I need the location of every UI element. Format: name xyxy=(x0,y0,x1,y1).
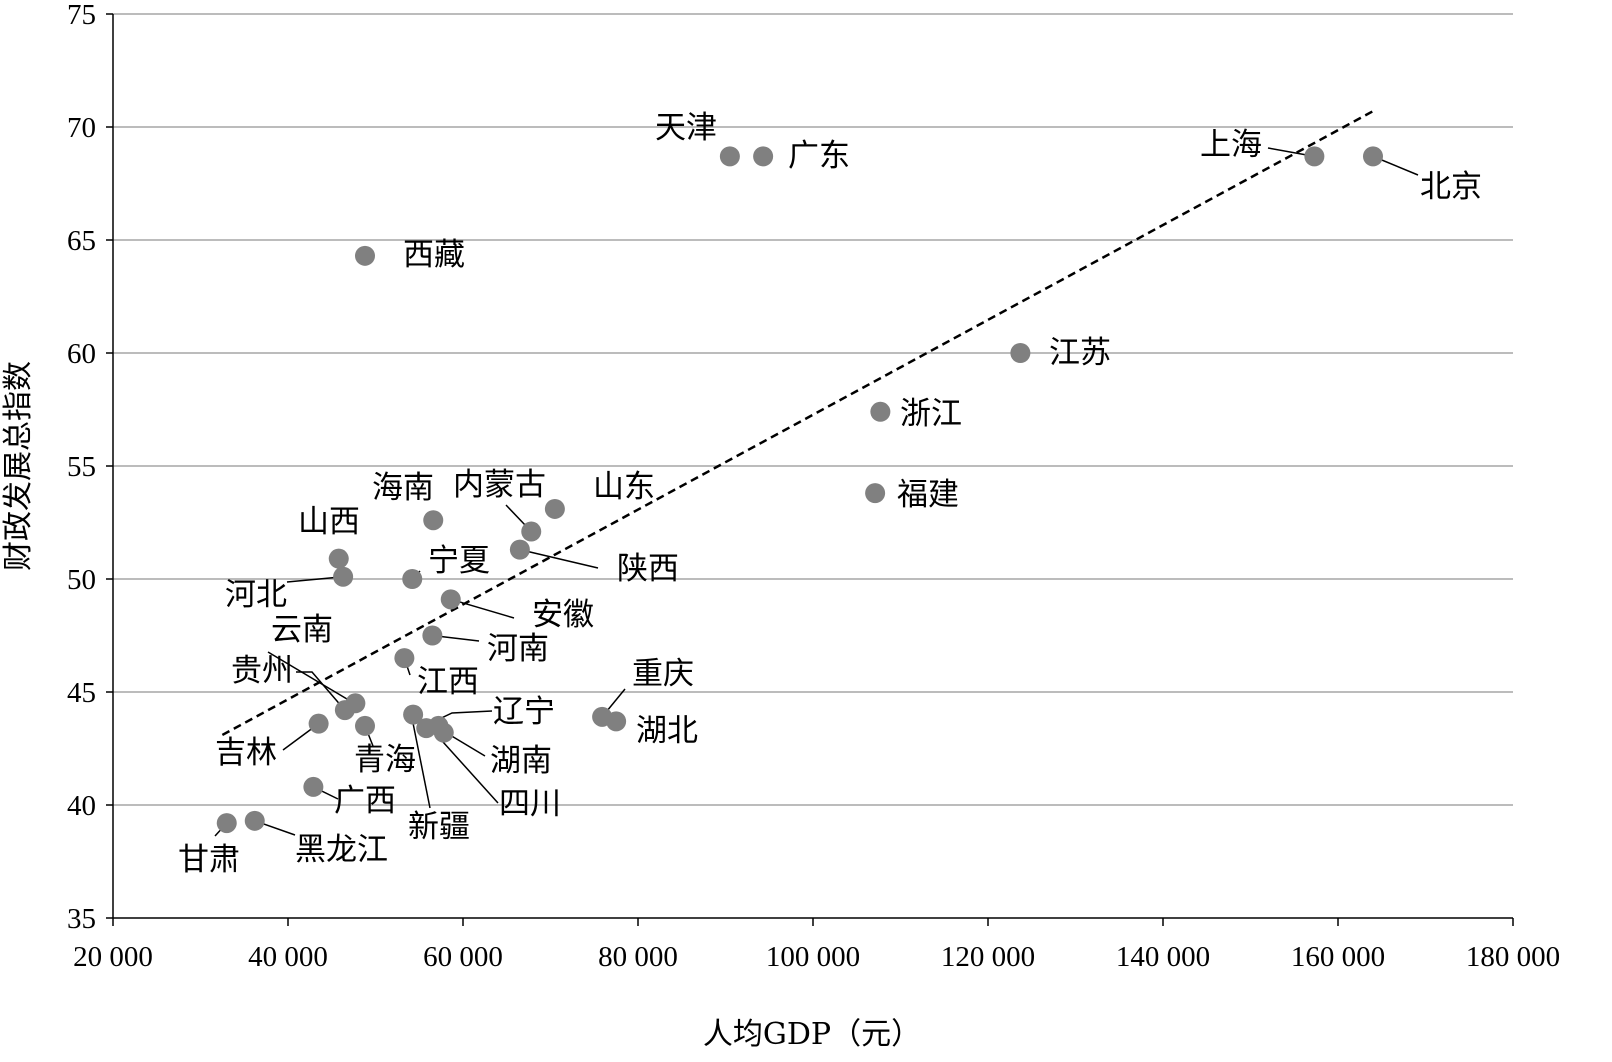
point-label: 甘肃 xyxy=(178,842,240,878)
point-label: 陕西 xyxy=(617,551,679,587)
data-point xyxy=(719,146,740,167)
trendline-layer xyxy=(221,110,1374,737)
x-tick-label: 40 000 xyxy=(248,941,328,973)
data-point xyxy=(521,521,542,542)
leader-line xyxy=(519,548,599,569)
data-point xyxy=(308,713,329,734)
leader-line xyxy=(267,651,353,703)
trendline xyxy=(221,110,1374,737)
point-label: 四川 xyxy=(499,786,561,822)
data-point xyxy=(544,498,565,519)
data-point xyxy=(422,625,443,646)
data-point xyxy=(433,722,454,743)
point-label: 内蒙古 xyxy=(453,467,546,503)
data-point xyxy=(355,715,375,736)
point-label: 海南 xyxy=(372,470,434,506)
y-tick-label: 35 xyxy=(67,903,96,935)
point-label: 山东 xyxy=(593,469,655,505)
leader-line xyxy=(450,598,515,619)
data-point xyxy=(333,566,354,587)
point-label: 山西 xyxy=(298,504,360,540)
axes: 35 40 45 50 55 60 65 70 75 20 000 40 000 60 000 80 0… xyxy=(67,0,1560,973)
data-point xyxy=(1304,146,1325,167)
data-point xyxy=(355,245,375,266)
point-label: 广西 xyxy=(334,783,396,819)
point-label: 宁夏 xyxy=(428,543,490,579)
x-tick-label: 160 000 xyxy=(1291,941,1385,973)
data-point xyxy=(509,539,530,560)
data-point xyxy=(753,146,774,167)
point-label: 浙江 xyxy=(900,396,962,432)
point-label: 湖南 xyxy=(490,743,552,779)
data-points xyxy=(216,146,1383,834)
point-label: 黑龙江 xyxy=(295,832,388,868)
point-label: 天津 xyxy=(655,110,717,146)
data-point xyxy=(865,483,886,504)
data-point xyxy=(870,401,891,422)
y-tick-label: 40 xyxy=(67,790,96,822)
point-label: 安徽 xyxy=(532,597,594,633)
data-point xyxy=(244,810,265,831)
point-label: 青海 xyxy=(354,742,416,778)
data-point xyxy=(216,813,237,834)
point-label: 河北 xyxy=(225,577,287,613)
x-tick-label: 20 000 xyxy=(73,941,153,973)
data-point xyxy=(1010,343,1031,363)
y-axis-title: 财政发展总指数 xyxy=(1,361,36,571)
y-tick-label: 65 xyxy=(67,225,96,257)
point-label: 西藏 xyxy=(403,237,465,273)
data-point xyxy=(394,648,415,669)
data-point xyxy=(402,569,423,589)
data-point xyxy=(303,776,324,797)
y-tick-label: 70 xyxy=(67,112,96,144)
x-tick-label: 100 000 xyxy=(766,941,860,973)
point-label: 云南 xyxy=(271,612,333,648)
point-label: 福建 xyxy=(897,477,959,513)
y-tick-label: 45 xyxy=(67,677,96,709)
y-tick-label: 55 xyxy=(67,451,96,483)
x-tick-label: 120 000 xyxy=(941,941,1035,973)
x-tick-label: 80 000 xyxy=(598,941,678,973)
point-label: 广东 xyxy=(788,138,850,174)
data-point xyxy=(440,589,461,610)
point-label: 吉林 xyxy=(215,735,277,771)
x-axis-title: 人均GDP（元） xyxy=(703,1017,921,1052)
x-tick-label: 140 000 xyxy=(1116,941,1210,973)
point-label: 湖北 xyxy=(636,713,698,749)
leader-line xyxy=(296,671,344,709)
point-label: 江苏 xyxy=(1049,335,1111,371)
y-tick-label: 60 xyxy=(67,338,96,370)
point-label: 贵州 xyxy=(231,653,293,689)
x-tick-label: 180 000 xyxy=(1466,941,1560,973)
y-tick-label: 75 xyxy=(67,0,96,31)
point-label: 江西 xyxy=(417,664,479,700)
data-point xyxy=(606,711,627,732)
point-label: 辽宁 xyxy=(493,694,555,730)
point-label: 重庆 xyxy=(632,656,694,692)
x-tick-label: 60 000 xyxy=(423,941,503,973)
data-point xyxy=(334,700,355,721)
y-tick-label: 50 xyxy=(67,564,96,596)
data-point xyxy=(403,704,424,725)
gridlines xyxy=(113,13,1513,806)
data-point xyxy=(328,548,349,569)
data-point xyxy=(423,510,444,531)
leader-line xyxy=(411,717,431,809)
data-point xyxy=(1363,146,1383,167)
point-label: 新疆 xyxy=(408,809,470,845)
point-label: 河南 xyxy=(487,631,549,667)
point-label: 上海 xyxy=(1200,127,1262,163)
point-label: 北京 xyxy=(1420,169,1482,205)
